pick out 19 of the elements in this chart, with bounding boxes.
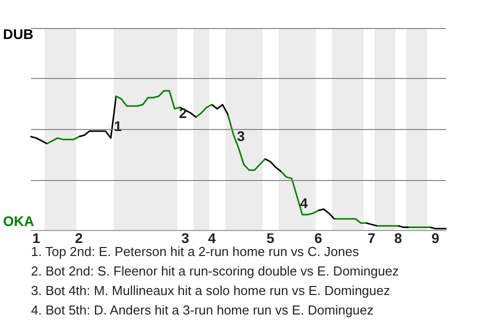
annotation: OKA	[3, 213, 34, 229]
x-tick-label: 7	[368, 230, 376, 246]
x-tick-label: 5	[266, 230, 275, 246]
x-tick-label: 9	[431, 230, 440, 246]
annotation: 3	[237, 128, 245, 144]
text: 2. Bot 2nd: S. Fleenor hit a run-scoring double vs E. Dominguez	[31, 264, 399, 278]
x-tick-label: 2	[74, 230, 83, 246]
text: 4. Bot 5th: D. Anders hit a 3-run home run vs E. Dominguez	[31, 302, 374, 318]
text: 3. Bot 4th: M. Mullineaux hit a solo home run vs E. Dominguez	[31, 283, 390, 298]
annotation: 2	[179, 105, 187, 121]
x-tick-label: 3	[181, 230, 190, 246]
text: 1. Top 2nd: E. Peterson hit a 2-run home run vs C. Jones	[31, 244, 360, 259]
x-tick-label: 8	[394, 230, 402, 246]
x-tick-label: 6	[314, 230, 322, 246]
x-tick-label: 4	[208, 230, 216, 246]
text: DUB	[3, 26, 34, 42]
x-tick-label: 1	[32, 230, 40, 246]
annotation: 1	[114, 118, 122, 134]
annotation: 4	[300, 195, 308, 211]
